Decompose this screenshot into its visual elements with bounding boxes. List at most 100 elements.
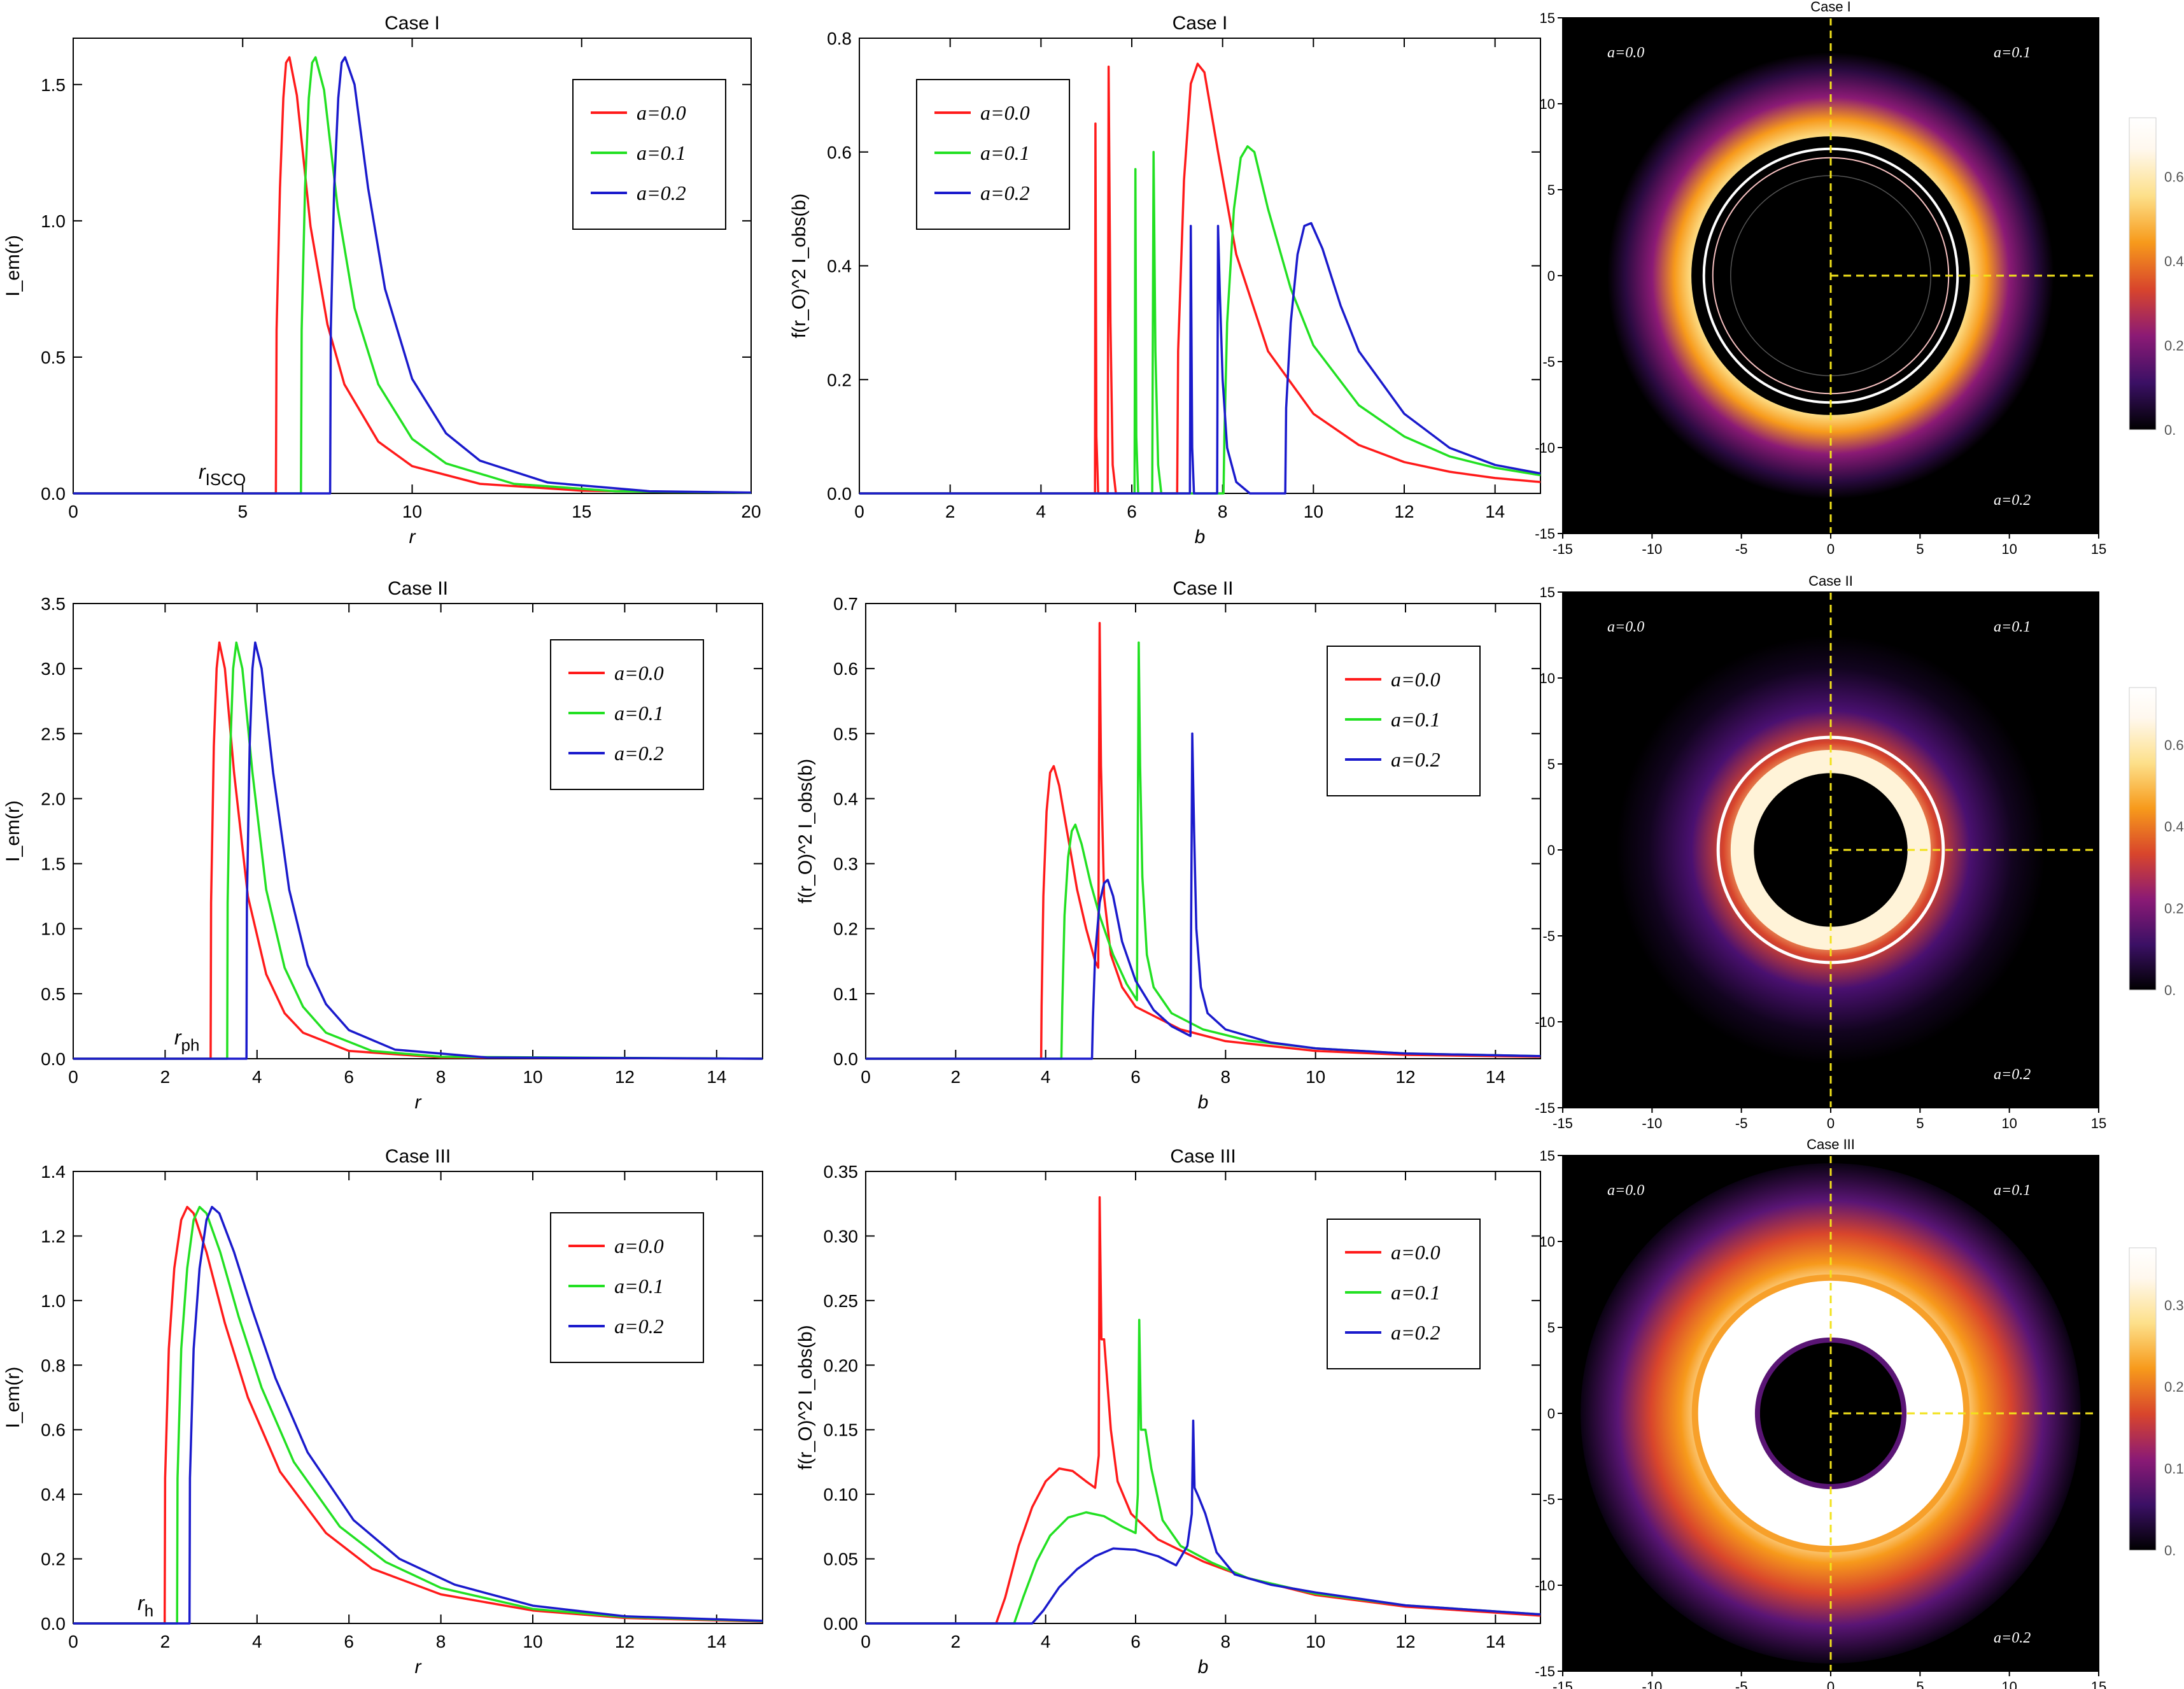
legend-box [572, 79, 726, 230]
chart-title: Case I [1173, 13, 1228, 34]
x-tick-label: 14 [1486, 1067, 1505, 1087]
plot-frame [73, 603, 763, 1059]
x-tick-label: 2 [160, 1632, 171, 1651]
image-x-tick-label: 10 [2001, 1115, 2017, 1131]
annotation-label: rph [174, 1026, 200, 1055]
legend-label: a=0.0 [1391, 668, 1441, 691]
colorbar-label: 0.2 [2164, 901, 2184, 917]
y-tick-label: 1.0 [41, 1291, 66, 1311]
y-tick-label: 3.5 [41, 594, 66, 614]
legend-label: a=0.2 [1391, 1321, 1441, 1344]
legend-label: a=0.2 [1391, 748, 1441, 771]
y-tick-label: 0.15 [824, 1420, 859, 1440]
quadrant-label-tl: a=0.0 [1607, 45, 1644, 61]
colorbar [2129, 1247, 2157, 1551]
annotation-label: rISCO [199, 460, 246, 489]
x-tick-label: 6 [1131, 1067, 1141, 1087]
image-x-tick-label: 15 [2091, 1679, 2106, 1689]
image-x-tick-label: -10 [1642, 1115, 1662, 1131]
quadrant-label-br: a=0.2 [1994, 492, 2031, 509]
x-tick-label: 14 [707, 1632, 726, 1651]
y-tick-label: 0.0 [833, 1049, 858, 1069]
image-x-tick-label: 15 [2091, 1115, 2106, 1131]
y-axis-label: f(r_O)^2 I_obs(b) [795, 759, 816, 903]
x-axis-label: b [1198, 1092, 1209, 1113]
y-tick-label: 0.05 [824, 1550, 859, 1569]
y-axis-label: f(r_O)^2 I_obs(b) [795, 1325, 816, 1469]
legend-label: a=0.2 [980, 181, 1030, 204]
legend-label: a=0.0 [614, 1234, 664, 1257]
image-x-tick-label: 5 [1916, 1679, 1924, 1689]
image-x-tick-label: 5 [1916, 1115, 1924, 1131]
legend: a=0.0 a=0.1 a=0.2 [916, 79, 1070, 230]
x-tick-label: 0 [68, 502, 78, 521]
y-tick-label: 0.8 [41, 1355, 66, 1375]
x-tick-label: 10 [1306, 1067, 1325, 1087]
image-x-tick-label: 0 [1827, 541, 1835, 557]
image-y-tick-label: 5 [1547, 182, 1555, 198]
y-axis-label: I_em(r) [3, 1367, 24, 1429]
image-y-tick-label: 10 [1540, 96, 1555, 112]
series-line-a02 [73, 641, 763, 1060]
series-line-a01 [73, 641, 763, 1060]
image-x-tick-label: 10 [2001, 541, 2017, 557]
legend: a=0.0 a=0.1 a=0.2 [550, 639, 704, 790]
x-tick-label: 4 [1036, 502, 1046, 521]
colorbar-label: 0. [2164, 1543, 2176, 1558]
legend-label: a=0.1 [1391, 708, 1441, 731]
x-tick-label: 2 [945, 502, 955, 521]
x-tick-label: 4 [252, 1632, 262, 1651]
x-tick-label: 10 [1304, 502, 1323, 521]
series-line-a02 [73, 1206, 763, 1625]
image-y-tick-label: -15 [1535, 526, 1555, 542]
x-tick-label: 8 [1221, 1067, 1231, 1087]
image-y-tick-label: 0 [1547, 1406, 1555, 1422]
chart-title: Case I [384, 13, 440, 34]
image-y-tick-label: 15 [1540, 584, 1555, 600]
y-tick-label: 0.2 [827, 370, 852, 390]
legend-label: a=0.1 [637, 141, 686, 164]
x-tick-label: 20 [741, 502, 761, 521]
legend-label: a=0.0 [980, 101, 1030, 124]
x-tick-label: 10 [402, 502, 422, 521]
x-tick-label: 14 [1486, 1632, 1505, 1651]
chart-title: Case II [388, 578, 448, 599]
legend-label: a=0.1 [980, 141, 1030, 164]
image-x-tick-label: 15 [2091, 541, 2106, 557]
x-tick-label: 6 [1131, 1632, 1141, 1651]
y-tick-label: 0.0 [41, 1614, 66, 1634]
series-line-a00 [73, 1206, 763, 1625]
image-panel-3: Case III a=0.0 a=0.1 a=0.2 -15-15 -10 -10 -5 -5 0… [1535, 1136, 2183, 1689]
image-y-tick-label: -5 [1542, 354, 1555, 370]
y-axis-label: f(r_O)^2 I_obs(b) [789, 194, 810, 338]
colorbar-label: 0.6 [2164, 169, 2184, 185]
image-x-tick-label: -10 [1642, 1679, 1662, 1689]
legend-label: a=0.1 [614, 1275, 664, 1297]
y-tick-label: 0.7 [833, 594, 858, 614]
x-tick-label: 12 [1395, 1632, 1415, 1651]
colorbar-label: 0.4 [2164, 253, 2184, 269]
image-x-tick-label: -15 [1553, 1679, 1573, 1689]
series-line-a02 [73, 56, 752, 495]
legend-label: a=0.2 [614, 742, 664, 765]
legend-box [550, 639, 704, 790]
y-tick-label: 2.5 [41, 724, 66, 744]
image-y-tick-label: 10 [1540, 670, 1555, 686]
x-tick-label: 6 [344, 1067, 354, 1087]
image-title: Case I [1810, 0, 1851, 15]
y-tick-label: 0.00 [824, 1614, 859, 1634]
series-line-a00 [73, 56, 752, 495]
chart-p31: Case III 0 2 4 6 8 10 12 14 0.0 0.2 0.4 0.6 0.8 1.0 1.2… [3, 1146, 763, 1678]
quadrant-label-br: a=0.2 [1994, 1630, 2031, 1646]
y-tick-label: 0.4 [833, 789, 858, 809]
x-tick-label: 10 [523, 1632, 542, 1651]
y-axis-label: I_em(r) [3, 800, 24, 862]
legend-label: a=0.1 [1391, 1281, 1441, 1304]
plot-frame [865, 1171, 1541, 1624]
y-tick-label: 1.5 [41, 75, 66, 95]
series-line-a00 [866, 1196, 1541, 1625]
y-tick-label: 0.8 [827, 29, 852, 48]
legend: a=0.0 a=0.1 a=0.2 [1327, 1219, 1481, 1369]
colorbar-label: 0.2 [2164, 338, 2184, 354]
x-tick-label: 15 [572, 502, 591, 521]
